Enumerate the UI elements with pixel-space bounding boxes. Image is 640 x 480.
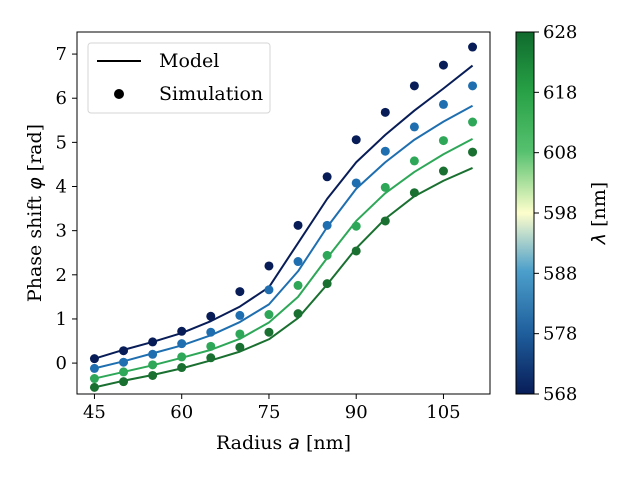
simulation-point-568-nm [322, 172, 332, 182]
y-tick-label: 1 [56, 309, 67, 330]
legend-model-label: Model [159, 50, 219, 72]
simulation-point-628-nm [148, 370, 158, 380]
simulation-point-568-nm [380, 107, 390, 117]
simulation-point-608-nm [206, 341, 216, 351]
simulation-point-628-nm [438, 166, 448, 176]
simulation-point-628-nm [177, 363, 187, 373]
legend-simulation-label: Simulation [159, 83, 263, 105]
x-tick-label: 75 [258, 402, 281, 423]
x-axis-ticks: 45 60 75 90 105 [83, 394, 461, 423]
simulation-point-578-nm [322, 220, 332, 230]
colorbar-tick-label: 618 [543, 82, 577, 103]
simulation-point-578-nm [293, 257, 303, 267]
simulation-point-568-nm [119, 346, 129, 356]
simulation-point-628-nm [468, 147, 478, 157]
simulation-point-608-nm [119, 367, 129, 377]
simulation-point-628-nm [351, 246, 361, 256]
model-line-578-nm [94, 104, 474, 370]
simulation-point-628-nm [119, 377, 129, 387]
colorbar-tick-label: 628 [543, 22, 577, 43]
simulation-point-608-nm [89, 374, 99, 384]
y-tick-label: 3 [56, 221, 67, 242]
simulation-point-568-nm [148, 337, 158, 347]
simulation-point-578-nm [438, 99, 448, 109]
simulation-point-608-nm [293, 280, 303, 290]
simulation-point-608-nm [177, 352, 187, 362]
simulation-point-578-nm [177, 339, 187, 349]
model-line-628-nm [94, 167, 473, 389]
simulation-point-568-nm [351, 135, 361, 145]
simulation-point-568-nm [264, 261, 274, 271]
simulation-point-578-nm [380, 146, 390, 156]
simulation-point-568-nm [293, 220, 303, 230]
simulation-point-568-nm [438, 60, 448, 70]
simulation-point-608-nm [322, 250, 332, 260]
simulation-point-568-nm [206, 311, 216, 321]
colorbar-title: λ [nm] [588, 182, 610, 245]
simulation-point-628-nm [264, 327, 274, 337]
simulation-point-608-nm [468, 117, 478, 127]
simulation-point-568-nm [409, 81, 419, 91]
model-line-608-nm [94, 137, 474, 380]
simulation-point-608-nm [409, 156, 419, 166]
simulation-point-608-nm [380, 182, 390, 192]
simulation-point-578-nm [409, 122, 419, 132]
simulation-point-628-nm [322, 279, 332, 289]
simulation-point-578-nm [206, 327, 216, 337]
simulation-point-628-nm [89, 382, 99, 392]
simulation-point-608-nm [438, 136, 448, 146]
simulation-point-608-nm [148, 360, 158, 370]
simulation-point-628-nm [380, 216, 390, 226]
simulation-point-578-nm [235, 310, 245, 320]
y-tick-label: 0 [56, 353, 67, 374]
legend-simulation-marker [114, 89, 124, 99]
simulation-point-578-nm [89, 363, 99, 373]
simulation-point-628-nm [293, 309, 303, 319]
y-tick-label: 2 [56, 265, 67, 286]
x-tick-label: 105 [426, 402, 460, 423]
y-axis-ticks: 0 1 2 3 4 5 6 7 [56, 44, 77, 374]
simulation-point-608-nm [351, 221, 361, 231]
legend: Model Simulation [87, 42, 271, 114]
series-layer [89, 42, 478, 392]
simulation-point-568-nm [89, 354, 99, 364]
simulation-point-578-nm [468, 81, 478, 91]
y-tick-label: 7 [56, 44, 67, 65]
simulation-point-578-nm [148, 349, 158, 359]
colorbar-gradient [515, 31, 535, 395]
x-tick-label: 90 [345, 402, 368, 423]
simulation-point-578-nm [351, 178, 361, 188]
simulation-point-568-nm [177, 326, 187, 336]
y-tick-label: 5 [56, 132, 67, 153]
colorbar-ticks: 568 578 588 598 608 618 628 [534, 22, 577, 405]
simulation-point-608-nm [264, 310, 274, 320]
x-tick-label: 60 [170, 402, 193, 423]
simulation-point-568-nm [235, 287, 245, 297]
x-axis-title: Radius a [nm] [216, 432, 351, 454]
simulation-point-608-nm [235, 329, 245, 339]
y-tick-label: 6 [56, 88, 67, 109]
colorbar-tick-label: 588 [543, 263, 577, 284]
simulation-point-628-nm [409, 188, 419, 198]
simulation-point-578-nm [119, 357, 129, 367]
y-axis-title: Phase shift φ [rad] [24, 124, 46, 302]
simulation-point-628-nm [206, 353, 216, 363]
x-tick-label: 45 [83, 402, 106, 423]
colorbar-tick-label: 578 [543, 324, 577, 345]
simulation-point-628-nm [235, 342, 245, 352]
simulation-point-568-nm [468, 42, 478, 52]
colorbar: 568 578 588 598 608 618 628 λ [nm] [515, 22, 610, 405]
colorbar-tick-label: 598 [543, 203, 577, 224]
colorbar-tick-label: 568 [543, 384, 577, 405]
y-tick-label: 4 [56, 177, 67, 198]
colorbar-tick-label: 608 [543, 143, 577, 164]
simulation-point-578-nm [264, 285, 274, 295]
model-line-568-nm [94, 64, 474, 360]
